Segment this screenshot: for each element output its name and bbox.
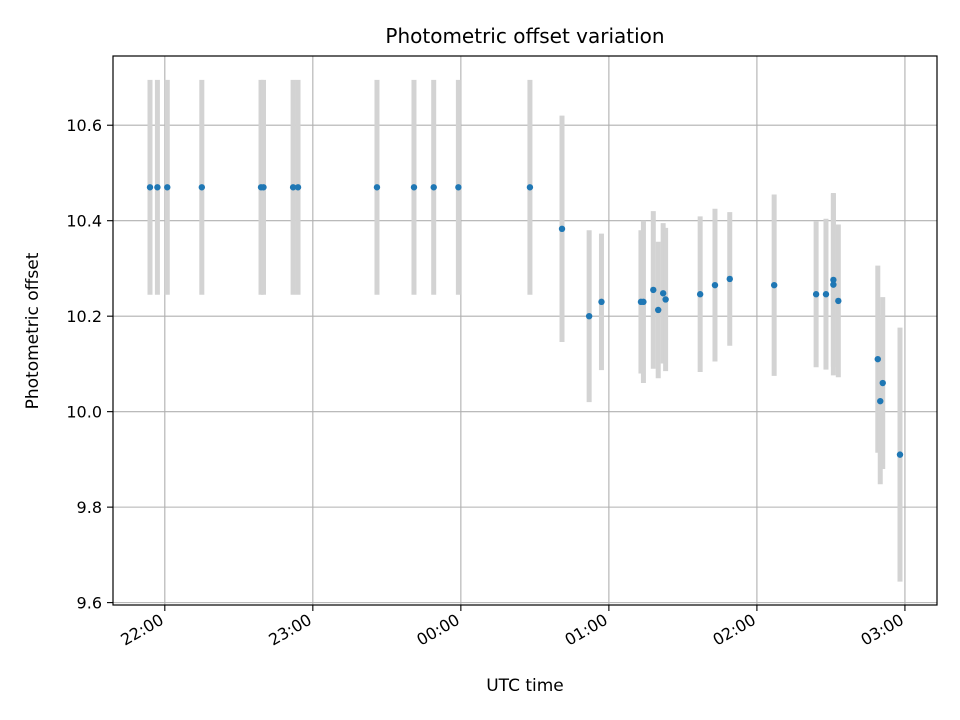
plot-frame xyxy=(112,55,938,606)
data-point xyxy=(662,296,669,303)
y-tick-label: 9.6 xyxy=(77,594,102,613)
data-point xyxy=(835,297,842,305)
data-point xyxy=(874,355,881,363)
y-tick-label: 10.6 xyxy=(66,116,102,135)
x-tick-label: 01:00 xyxy=(561,610,610,650)
data-point xyxy=(294,184,302,191)
data-point xyxy=(558,225,566,233)
tick-layer: 22:00 23:00 00:00 01:00 02:00 03:00 9.6 9.8 10.0… xyxy=(66,116,907,649)
x-tick-label: 02:00 xyxy=(709,610,758,650)
x-axis-label: UTC time xyxy=(486,676,564,696)
y-tick-label: 10.2 xyxy=(66,307,102,326)
x-tick-label: 23:00 xyxy=(265,610,314,650)
data-point xyxy=(410,184,418,191)
data-point xyxy=(726,275,733,283)
data-point xyxy=(812,291,820,298)
data-point xyxy=(650,286,657,294)
data-point xyxy=(598,298,605,306)
data-point xyxy=(154,184,161,191)
data-point xyxy=(164,184,171,191)
y-axis-label: Photometric offset xyxy=(23,252,43,409)
data-point xyxy=(430,184,437,191)
data-point xyxy=(585,312,593,320)
data-point xyxy=(455,184,462,191)
y-tick-label: 9.8 xyxy=(77,498,102,517)
data-point xyxy=(146,184,154,191)
x-tick-label: 22:00 xyxy=(117,610,166,650)
data-point xyxy=(877,397,884,405)
data-point xyxy=(822,291,830,298)
data-point xyxy=(696,291,704,298)
data-point xyxy=(659,290,667,297)
errorbar-layer xyxy=(147,79,903,582)
chart-title: Photometric offset variation xyxy=(385,24,664,48)
point-layer xyxy=(146,184,904,458)
data-point xyxy=(526,184,534,191)
data-point xyxy=(896,451,904,458)
data-point xyxy=(198,184,206,191)
data-point xyxy=(640,298,647,306)
data-point xyxy=(830,281,837,288)
data-point xyxy=(289,184,297,191)
y-tick-label: 10.0 xyxy=(66,403,102,422)
grid-layer xyxy=(113,56,937,605)
x-tick-label: 00:00 xyxy=(413,610,462,650)
y-tick-label: 10.4 xyxy=(66,212,102,231)
data-point xyxy=(373,184,381,191)
data-point xyxy=(770,281,778,289)
data-point xyxy=(879,379,886,387)
data-point xyxy=(830,276,837,284)
data-point xyxy=(260,184,267,191)
data-point xyxy=(711,281,719,289)
data-point xyxy=(655,306,662,314)
x-tick-label: 03:00 xyxy=(857,610,906,650)
